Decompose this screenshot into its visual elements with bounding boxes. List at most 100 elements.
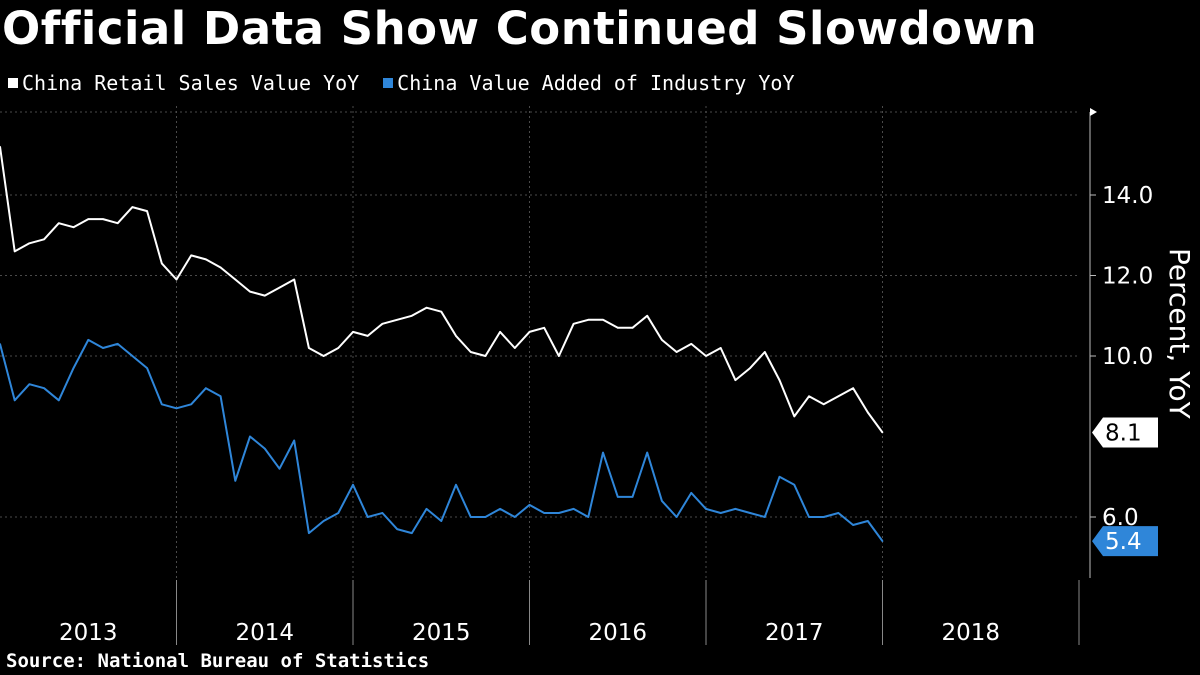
data-point bbox=[28, 242, 31, 245]
y-tick-label: 12.0 bbox=[1102, 264, 1153, 290]
data-point bbox=[102, 347, 104, 349]
data-point bbox=[72, 226, 75, 228]
data-point bbox=[263, 447, 266, 450]
data-point bbox=[528, 331, 531, 333]
data-point bbox=[469, 516, 472, 518]
data-point bbox=[440, 520, 443, 522]
data-point bbox=[13, 399, 16, 402]
data-point bbox=[160, 403, 163, 406]
data-point bbox=[705, 355, 707, 357]
data-point bbox=[352, 484, 354, 486]
data-point bbox=[396, 318, 398, 321]
data-point bbox=[205, 258, 207, 261]
data-point bbox=[587, 318, 590, 321]
data-point bbox=[219, 266, 222, 269]
data-point bbox=[690, 492, 693, 494]
source-note: Source: National Bureau of Statistics bbox=[6, 650, 430, 672]
data-point bbox=[43, 238, 45, 241]
data-point bbox=[175, 407, 178, 410]
data-point bbox=[190, 403, 193, 406]
data-point bbox=[205, 387, 207, 390]
data-point bbox=[72, 367, 75, 369]
x-tick-label: 2017 bbox=[765, 620, 824, 646]
data-point bbox=[852, 387, 854, 390]
data-point bbox=[455, 335, 457, 337]
data-point bbox=[116, 343, 119, 345]
x-tick-label: 2016 bbox=[588, 620, 647, 646]
data-point bbox=[572, 508, 575, 510]
data-point bbox=[513, 347, 516, 349]
data-point bbox=[352, 331, 354, 333]
data-point bbox=[616, 496, 619, 498]
data-point bbox=[793, 415, 796, 418]
end-label-retail: 8.1 bbox=[1105, 420, 1142, 446]
data-point bbox=[234, 479, 237, 482]
legend: China Retail Sales Value YoY China Value… bbox=[8, 71, 795, 95]
legend-swatch-industry bbox=[383, 78, 394, 88]
chart-title: Official Data Show Continued Slowdown bbox=[2, 2, 1038, 55]
data-point bbox=[116, 222, 119, 224]
end-label-industry: 5.4 bbox=[1105, 529, 1142, 555]
data-point bbox=[308, 347, 310, 349]
data-point bbox=[646, 314, 648, 317]
data-point bbox=[881, 540, 884, 542]
data-point bbox=[58, 222, 60, 224]
data-point bbox=[572, 323, 575, 325]
data-point bbox=[808, 395, 810, 398]
data-point bbox=[249, 435, 251, 438]
legend-swatch-retail bbox=[8, 78, 18, 88]
data-point bbox=[13, 250, 16, 253]
data-point bbox=[190, 254, 193, 257]
data-point bbox=[249, 290, 251, 293]
data-point bbox=[837, 395, 840, 398]
data-point bbox=[661, 500, 663, 502]
x-tick-label: 2013 bbox=[59, 620, 118, 646]
data-point bbox=[263, 294, 266, 297]
data-point bbox=[646, 451, 648, 454]
data-point bbox=[43, 387, 45, 390]
data-point bbox=[881, 431, 884, 434]
data-point bbox=[131, 206, 134, 208]
data-point bbox=[469, 351, 472, 353]
data-point bbox=[455, 484, 457, 486]
data-point bbox=[661, 339, 663, 341]
data-point bbox=[366, 516, 369, 518]
data-point bbox=[381, 323, 384, 325]
data-point bbox=[0, 145, 1, 148]
data-point bbox=[734, 508, 737, 510]
series-line-retail bbox=[0, 146, 884, 434]
data-point bbox=[793, 484, 796, 486]
legend-item-retail: China Retail Sales Value YoY bbox=[8, 71, 359, 95]
data-point bbox=[749, 367, 751, 369]
y-axis-arrow bbox=[1090, 108, 1097, 116]
data-point bbox=[705, 508, 707, 510]
data-point bbox=[366, 335, 369, 337]
data-point bbox=[866, 411, 869, 414]
y-tick-label: 10.0 bbox=[1102, 344, 1153, 370]
data-point bbox=[440, 310, 443, 313]
legend-label-industry: China Value Added of Industry YoY bbox=[397, 71, 795, 95]
data-point bbox=[616, 327, 619, 329]
data-point bbox=[675, 516, 678, 518]
data-point bbox=[558, 512, 560, 514]
data-point bbox=[28, 383, 31, 385]
data-point bbox=[58, 399, 60, 402]
data-point bbox=[866, 520, 869, 522]
data-point bbox=[675, 351, 678, 353]
data-point bbox=[513, 516, 516, 518]
end-label-tag-industry bbox=[1092, 526, 1158, 557]
data-point bbox=[587, 516, 590, 518]
data-point bbox=[411, 314, 413, 317]
data-point bbox=[425, 306, 428, 309]
data-point bbox=[219, 395, 222, 398]
data-point bbox=[543, 512, 546, 514]
data-point bbox=[631, 496, 634, 498]
data-point bbox=[411, 532, 413, 534]
data-point bbox=[822, 403, 825, 406]
data-point bbox=[778, 475, 781, 478]
data-point bbox=[234, 278, 237, 281]
data-point bbox=[308, 532, 310, 534]
data-point bbox=[131, 355, 134, 357]
legend-label-retail: China Retail Sales Value YoY bbox=[22, 71, 360, 95]
